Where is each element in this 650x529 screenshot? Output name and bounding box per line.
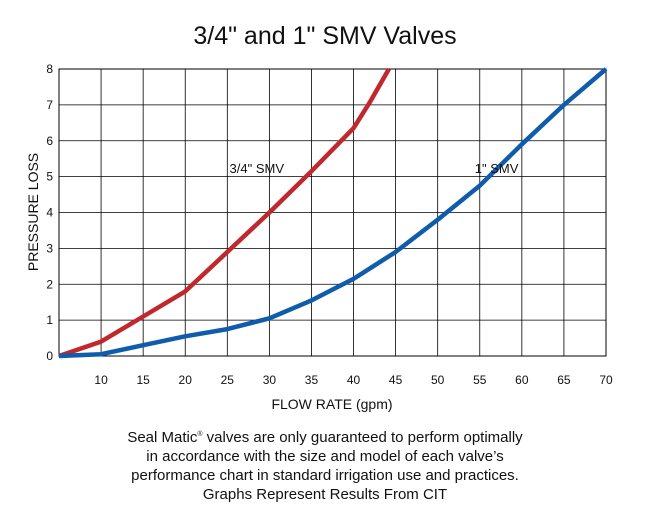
disclaimer: Seal Matic® valves are only guaranteed t… [0, 425, 650, 485]
x-tick-label: 60 [515, 373, 529, 387]
x-tick-label: 25 [221, 373, 235, 387]
disclaimer-line-1-rest: valves are only guaranteed to perform op… [202, 429, 523, 446]
x-axis-ticks: 10 15 20 25 30 35 40 45 50 55 60 65 70 [94, 373, 613, 387]
y-tick-label: 6 [46, 134, 53, 148]
brand-name: Seal Matic [127, 429, 198, 446]
x-tick-label: 70 [599, 373, 613, 387]
series-line-three-quarter-smv [58, 67, 391, 359]
y-tick-label: 7 [46, 98, 53, 112]
x-tick-label: 20 [179, 373, 193, 387]
x-tick-label: 50 [431, 373, 445, 387]
x-tick-label: 35 [305, 373, 319, 387]
y-tick-label: 8 [46, 62, 53, 76]
chart-title: 3/4" and 1" SMV Valves [193, 22, 457, 50]
y-tick-label: 1 [46, 313, 53, 327]
x-tick-label: 30 [263, 373, 277, 387]
x-tick-label: 40 [347, 373, 361, 387]
disclaimer-line-2: in accordance with the size and model of… [146, 448, 504, 465]
disclaimer-line-3: performance chart in standard irrigation… [131, 467, 519, 484]
source-note: Graphs Represent Results From CIT [202, 486, 448, 503]
disclaimer-line-1: Seal Matic® valves are only guaranteed t… [0, 425, 650, 447]
x-tick-label: 15 [136, 373, 150, 387]
x-tick-label: 10 [94, 373, 108, 387]
series-label-one-inch-smv: 1" SMV [475, 161, 519, 176]
x-tick-label: 65 [557, 373, 571, 387]
y-tick-label: 0 [46, 349, 53, 363]
y-axis-ticks: 0 1 2 3 4 5 6 7 8 [46, 62, 53, 363]
series-labels: 3/4" SMV 1" SMV [230, 161, 519, 176]
y-tick-label: 5 [46, 170, 53, 184]
y-axis-title: PRESSURE LOSS [25, 153, 41, 271]
x-axis-title: FLOW RATE (gpm) [271, 396, 392, 412]
registered-mark: ® [197, 431, 203, 438]
grid [58, 68, 607, 357]
series-lines [58, 67, 608, 359]
series-label-three-quarter-smv: 3/4" SMV [230, 161, 285, 176]
y-tick-label: 3 [46, 241, 53, 255]
y-tick-label: 4 [46, 206, 53, 220]
x-tick-label: 45 [389, 373, 403, 387]
series-line-one-inch-smv [58, 67, 608, 359]
x-tick-label: 55 [473, 373, 487, 387]
y-tick-label: 2 [46, 277, 53, 291]
